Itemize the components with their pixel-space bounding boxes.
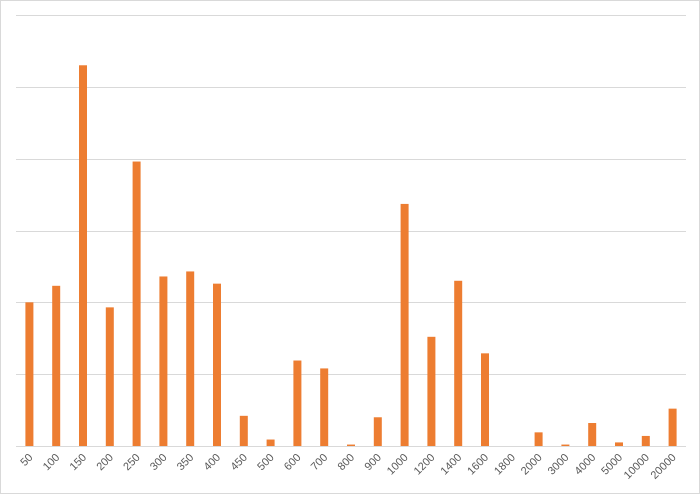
x-tick-label-1400: 1400 — [439, 452, 465, 478]
bar-300 — [159, 276, 168, 446]
bar-350 — [186, 271, 195, 446]
bar-50 — [25, 302, 34, 446]
x-tick-label-1800: 1800 — [492, 452, 518, 478]
bar-150 — [79, 65, 87, 446]
bar-4000 — [588, 423, 597, 446]
x-tick-label-1000: 1000 — [385, 452, 411, 478]
x-tick-label-4000: 4000 — [573, 452, 599, 478]
bar-250 — [132, 161, 141, 447]
x-tick-label-10000: 10000 — [622, 452, 652, 482]
bar-20000 — [668, 408, 677, 446]
x-tick-label-200: 200 — [94, 452, 115, 473]
x-tick-label-100: 100 — [41, 452, 62, 473]
gridlines — [16, 15, 686, 375]
x-tick-label-900: 900 — [362, 452, 383, 473]
x-tick-label-50: 50 — [18, 452, 35, 469]
bar-100 — [52, 285, 61, 446]
bar-1000 — [400, 203, 409, 446]
x-tick-label-2000: 2000 — [519, 452, 545, 478]
bars — [25, 65, 677, 447]
bar-400 — [213, 283, 221, 446]
bar-10000 — [641, 435, 650, 446]
x-tick-label-700: 700 — [309, 452, 330, 473]
x-tick-label-450: 450 — [228, 452, 249, 473]
bar-1400 — [454, 280, 463, 446]
x-tick-label-1200: 1200 — [412, 452, 438, 478]
x-tick-label-1600: 1600 — [465, 452, 491, 478]
x-tick-label-20000: 20000 — [649, 452, 679, 482]
bar-800 — [347, 444, 355, 446]
bar-5000 — [615, 442, 623, 446]
x-tick-label-400: 400 — [202, 452, 223, 473]
x-tick-label-600: 600 — [282, 452, 303, 473]
bar-900 — [373, 417, 382, 446]
bar-1200 — [427, 336, 436, 446]
bar-600 — [293, 360, 302, 446]
x-tick-label-350: 350 — [175, 452, 196, 473]
x-axis-tick-labels: 50 100 150 200 250 300 350 400 450 500 600 700 800 90… — [18, 452, 678, 482]
bar-2000 — [534, 432, 543, 446]
x-tick-label-800: 800 — [336, 452, 357, 473]
x-tick-label-3000: 3000 — [546, 452, 572, 478]
bar-450 — [239, 415, 248, 446]
bar-3000 — [561, 444, 570, 446]
x-tick-label-250: 250 — [121, 452, 142, 473]
bar-700 — [320, 368, 329, 446]
x-tick-label-150: 150 — [68, 452, 89, 473]
bar-500 — [266, 439, 275, 446]
bar-200 — [105, 307, 114, 446]
x-tick-label-300: 300 — [148, 452, 169, 473]
bar-1600 — [481, 353, 489, 446]
x-tick-label-500: 500 — [255, 452, 276, 473]
